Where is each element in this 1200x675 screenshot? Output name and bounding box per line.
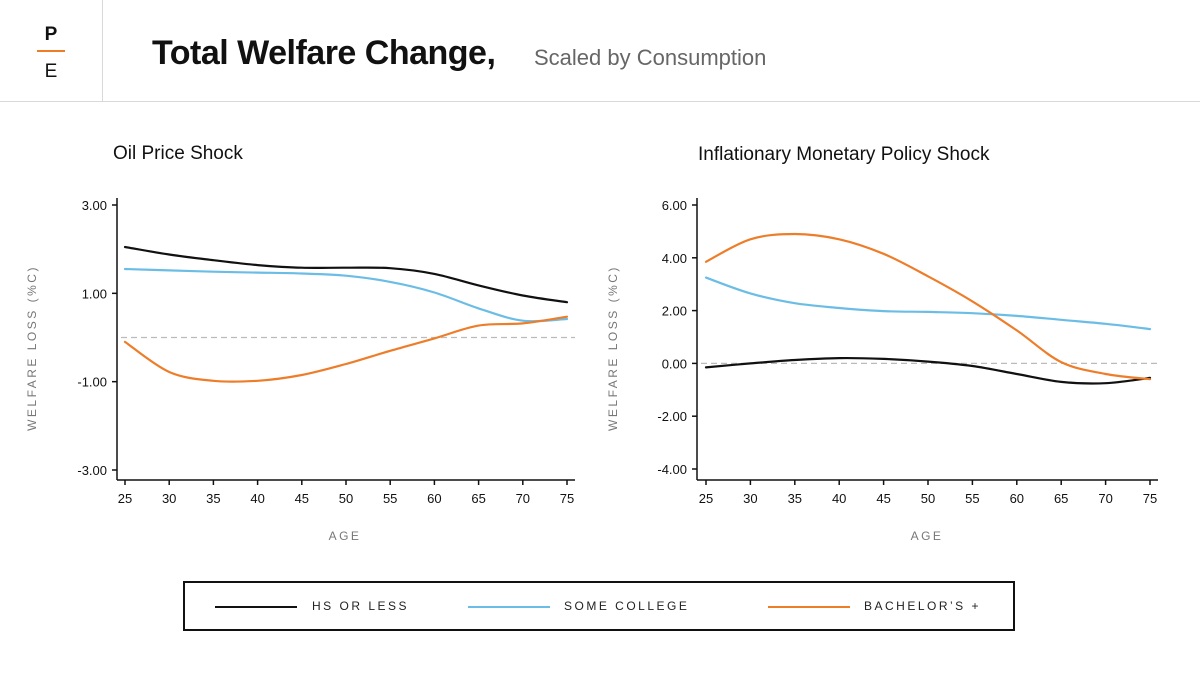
x-tick-label: 25 [118,491,132,506]
legend-swatch-hs [215,606,297,608]
series-line-bachelors [123,315,569,383]
x-tick-label: 65 [471,491,485,506]
legend-swatch-bachelors [768,606,850,608]
legend: HS OR LESS SOME COLLEGE BACHELOR’S + [183,581,1015,631]
logo: P E [0,0,103,101]
x-tick-label: 70 [516,491,530,506]
y-tick-label: 2.00 [662,304,687,319]
x-axis-label: AGE [329,529,362,543]
logo-divider [37,50,65,52]
x-tick-label: 35 [788,491,802,506]
x-tick-label: 45 [876,491,890,506]
x-tick-label: 55 [965,491,979,506]
series-line-hs [123,245,569,304]
header-divider [0,101,1200,102]
x-tick-label: 60 [1010,491,1024,506]
x-axis-label: AGE [911,529,944,543]
x-tick-label: 75 [1143,491,1157,506]
y-tick-label: -4.00 [657,462,687,477]
chart-oil-price-shock: Oil Price Shock -3.00 -1.00 1.00 3.00 25 30 35 4… [25,143,575,543]
logo-letter-top: P [44,24,58,45]
y-tick-label: -3.00 [77,463,107,478]
y-tick-label: -2.00 [657,409,687,424]
logo-letter-bottom: E [44,61,58,82]
series-line-some-college [704,276,1152,331]
x-tick-label: 45 [295,491,309,506]
y-tick-label: -1.00 [77,375,107,390]
y-tick-label: 3.00 [82,198,107,213]
x-tick-label: 75 [560,491,574,506]
x-tick-label: 60 [427,491,441,506]
x-tick-label: 70 [1098,491,1112,506]
legend-swatch-some-college [468,606,550,608]
legend-label-some-college: SOME COLLEGE [564,599,690,613]
x-tick-label: 30 [743,491,757,506]
x-tick-label: 30 [162,491,176,506]
x-tick-label: 35 [206,491,220,506]
chart-title: Oil Price Shock [113,143,243,164]
x-tick-label: 50 [339,491,353,506]
y-tick-label: 4.00 [662,251,687,266]
legend-label-bachelors: BACHELOR’S + [864,599,982,613]
y-tick-label: 0.00 [662,356,687,371]
x-tick-label: 55 [383,491,397,506]
chart-title: Inflationary Monetary Policy Shock [698,144,990,165]
y-axis-label: WELFARE LOSS (%C) [25,265,39,431]
x-tick-label: 25 [699,491,713,506]
page-subtitle: Scaled by Consumption [534,45,767,70]
chart-monetary-policy-shock: Inflationary Monetary Policy Shock -4.00 -… [606,144,1158,543]
legend-label-hs: HS OR LESS [312,599,410,613]
series-line-hs [704,356,1152,385]
y-tick-label: 6.00 [662,198,687,213]
page-title: Total Welfare Change, [152,34,496,72]
series-line-some-college [123,267,569,323]
x-tick-label: 40 [832,491,846,506]
x-tick-label: 50 [921,491,935,506]
y-tick-label: 1.00 [82,286,107,301]
y-axis-label: WELFARE LOSS (%C) [606,265,620,431]
x-tick-label: 65 [1054,491,1068,506]
x-tick-label: 40 [250,491,264,506]
series-line-bachelors [704,232,1152,381]
